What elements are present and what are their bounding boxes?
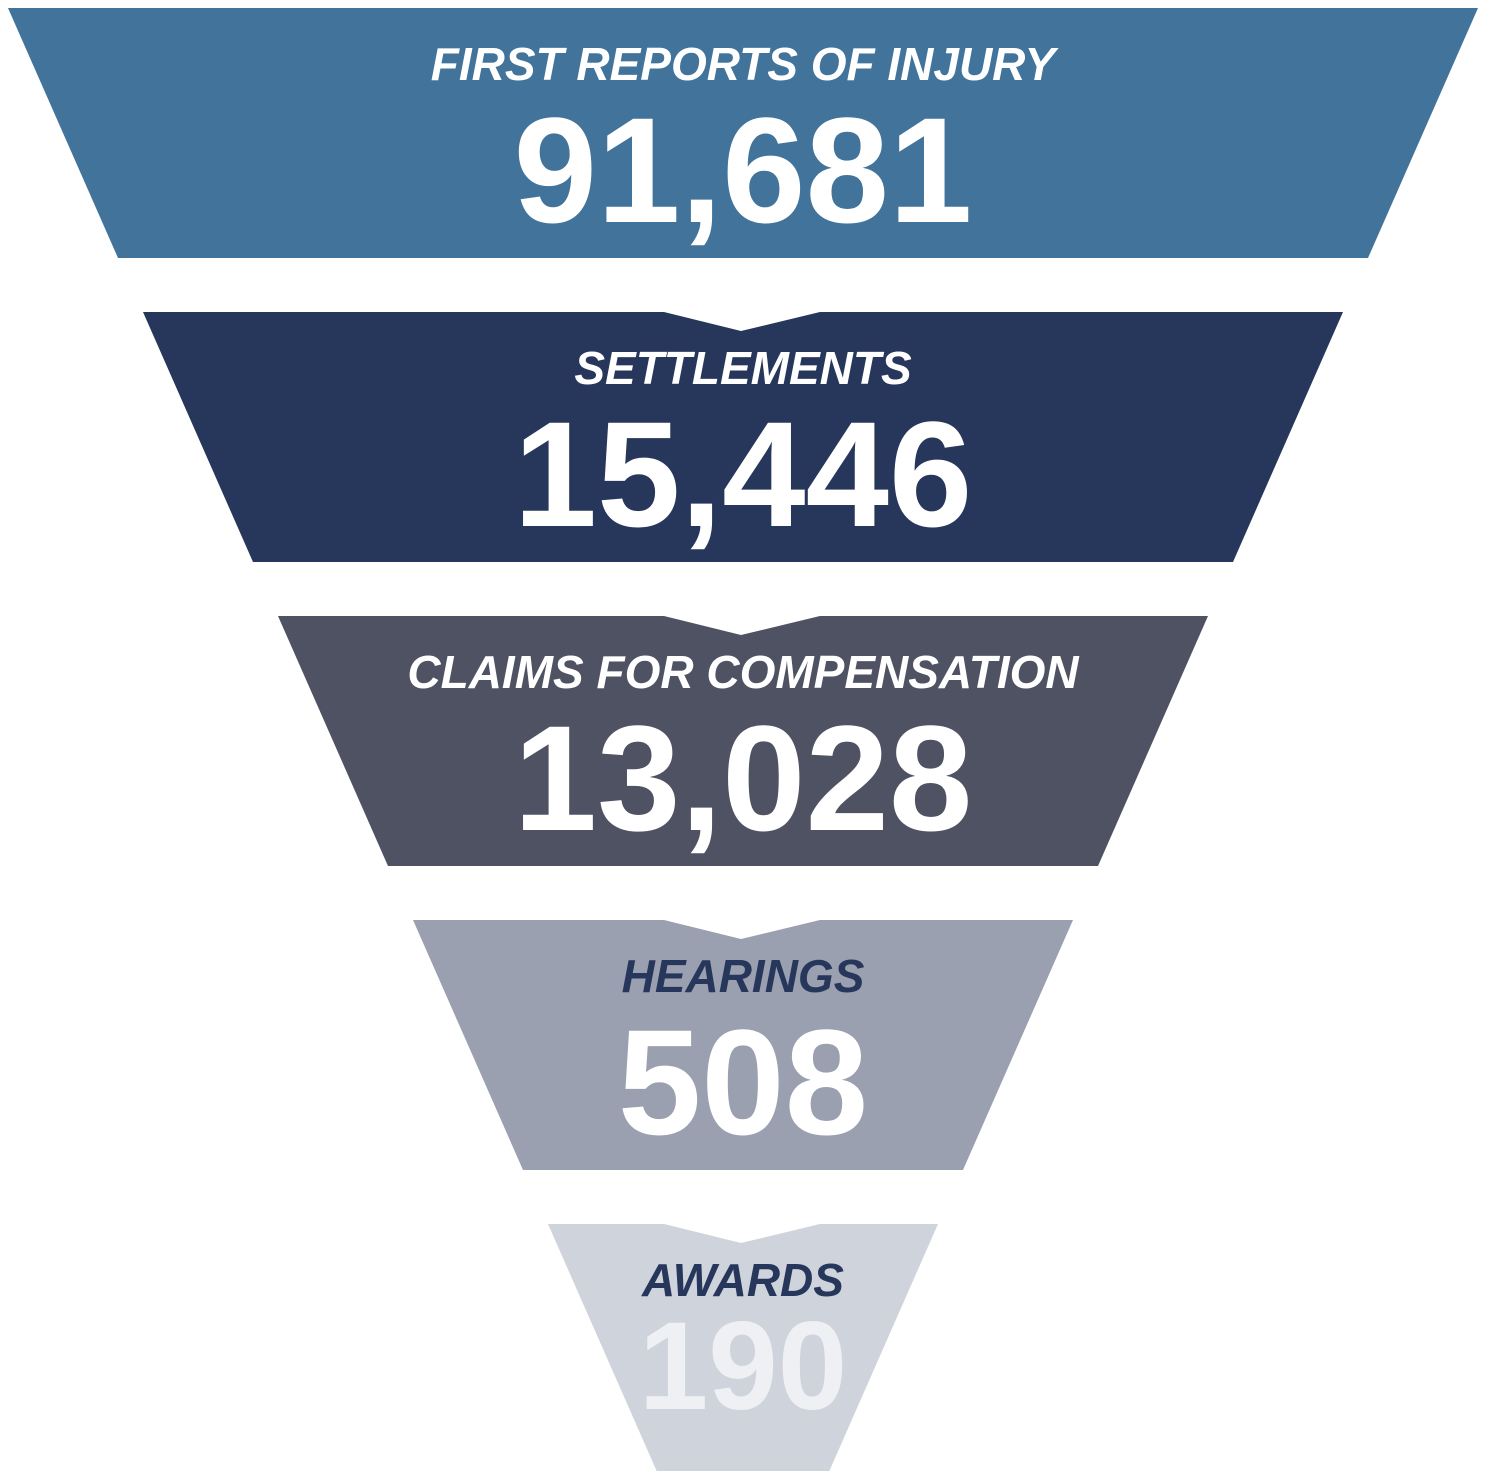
stage-value: 91,681 xyxy=(514,86,973,254)
stage-label: HEARINGS xyxy=(622,950,865,1002)
funnel-segment xyxy=(143,312,1343,562)
stage-label: FIRST REPORTS OF INJURY xyxy=(431,38,1060,90)
funnel-segment xyxy=(278,616,1208,866)
stage-value: 190 xyxy=(639,1297,848,1436)
stage-label: CLAIMS FOR COMPENSATION xyxy=(407,646,1079,698)
funnel-segment xyxy=(8,8,1478,258)
funnel-segment xyxy=(413,920,1073,1170)
stage-label: AWARDS xyxy=(641,1254,844,1306)
stage-value: 508 xyxy=(618,998,868,1166)
stage-value: 15,446 xyxy=(514,390,973,558)
stage-label: SETTLEMENTS xyxy=(574,342,912,394)
funnel-segment xyxy=(548,1224,938,1471)
stage-value: 13,028 xyxy=(514,694,973,862)
